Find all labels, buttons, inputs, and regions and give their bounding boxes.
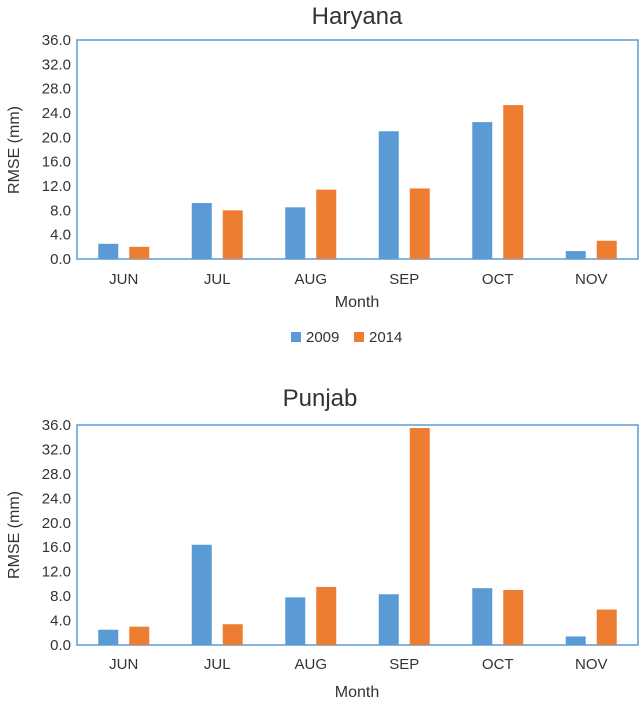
legend-label-2009: 2009 xyxy=(306,329,339,346)
bar-2009-aug xyxy=(285,597,306,645)
bar-2009-oct xyxy=(472,122,493,259)
legend: 2009 2014 xyxy=(291,329,402,346)
bar-2014-nov xyxy=(596,609,617,645)
x-category-label: SEP xyxy=(389,656,419,673)
bar-2009-nov xyxy=(565,636,586,645)
x-axis-categories: JUN JUL AUG SEP OCT NOV xyxy=(109,656,607,673)
plot-frame xyxy=(76,424,639,646)
x-category-label: JUN xyxy=(109,656,138,673)
x-category-label: OCT xyxy=(482,656,514,673)
y-tick-label: 0.0 xyxy=(50,251,71,268)
bar-2009-sep xyxy=(378,131,399,259)
bar-2014-aug xyxy=(316,189,337,259)
bar-2014-nov xyxy=(596,240,617,259)
bar-2009-jul xyxy=(191,544,212,645)
x-axis-label: Month xyxy=(335,684,379,701)
y-tick-label: 8.0 xyxy=(50,202,71,219)
bar-2009-jul xyxy=(191,203,212,259)
bar-2009-sep xyxy=(378,594,399,645)
chart-title: Haryana xyxy=(312,3,403,30)
x-category-label: JUN xyxy=(109,271,138,288)
bar-2014-jul xyxy=(222,624,243,645)
y-tick-label: 32.0 xyxy=(42,56,71,73)
x-category-label: AUG xyxy=(294,271,327,288)
y-tick-label: 0.0 xyxy=(50,637,71,654)
y-axis-label: RMSE (mm) xyxy=(6,106,23,194)
x-category-label: JUL xyxy=(204,271,231,288)
bar-2009-aug xyxy=(285,207,306,259)
y-tick-label: 16.0 xyxy=(42,154,71,171)
chart-title: Punjab xyxy=(283,385,358,412)
y-tick-label: 4.0 xyxy=(50,613,71,630)
y-tick-label: 12.0 xyxy=(42,178,71,195)
y-tick-label: 4.0 xyxy=(50,227,71,244)
x-category-label: OCT xyxy=(482,271,514,288)
bar-2014-jul xyxy=(222,210,243,259)
y-tick-label: 12.0 xyxy=(42,564,71,581)
y-tick-label: 36.0 xyxy=(42,417,71,434)
y-tick-label: 32.0 xyxy=(42,441,71,458)
bars xyxy=(98,428,617,645)
x-category-label: NOV xyxy=(575,271,608,288)
bar-2009-oct xyxy=(472,588,493,645)
x-axis-categories: JUN JUL AUG SEP OCT NOV xyxy=(109,271,607,288)
bar-2014-jun xyxy=(129,246,150,259)
y-tick-label: 24.0 xyxy=(42,490,71,507)
bar-2009-jun xyxy=(98,629,119,645)
y-tick-label: 28.0 xyxy=(42,466,71,483)
bar-2014-jun xyxy=(129,626,150,645)
x-category-label: JUL xyxy=(204,656,231,673)
y-axis-ticks: 0.0 4.0 8.0 12.0 16.0 20.0 24.0 28.0 32.0 36.0 xyxy=(42,32,71,268)
y-tick-label: 20.0 xyxy=(42,129,71,146)
bar-2014-oct xyxy=(503,590,524,645)
x-category-label: AUG xyxy=(294,656,327,673)
y-tick-label: 20.0 xyxy=(42,515,71,532)
bar-2014-sep xyxy=(409,188,430,259)
x-category-label: NOV xyxy=(575,656,608,673)
y-tick-label: 36.0 xyxy=(42,32,71,49)
y-axis-label: RMSE (mm) xyxy=(6,491,23,579)
bar-2009-jun xyxy=(98,243,119,259)
bars xyxy=(98,105,617,259)
plot-frame xyxy=(76,39,639,260)
bar-2014-aug xyxy=(316,586,337,645)
bar-2009-nov xyxy=(565,251,586,259)
legend-label-2014: 2014 xyxy=(369,329,402,346)
haryana-chart: Haryana 0.0 4.0 8.0 12.0 16.0 20.0 24.0 28.0 32.… xyxy=(6,3,639,346)
y-tick-label: 16.0 xyxy=(42,539,71,556)
y-tick-label: 28.0 xyxy=(42,81,71,98)
x-axis-label: Month xyxy=(335,294,379,311)
y-axis-ticks: 0.0 4.0 8.0 12.0 16.0 20.0 24.0 28.0 32.0 36.0 xyxy=(42,417,71,654)
x-category-label: SEP xyxy=(389,271,419,288)
bar-2014-oct xyxy=(503,105,524,259)
y-tick-label: 8.0 xyxy=(50,588,71,605)
y-tick-label: 24.0 xyxy=(42,105,71,122)
punjab-chart: Punjab 0.0 4.0 8.0 12.0 16.0 20.0 24.0 28.0 32.0… xyxy=(6,385,639,701)
bar-2014-sep xyxy=(409,428,430,645)
legend-swatch-2014 xyxy=(354,332,364,342)
legend-swatch-2009 xyxy=(291,332,301,342)
